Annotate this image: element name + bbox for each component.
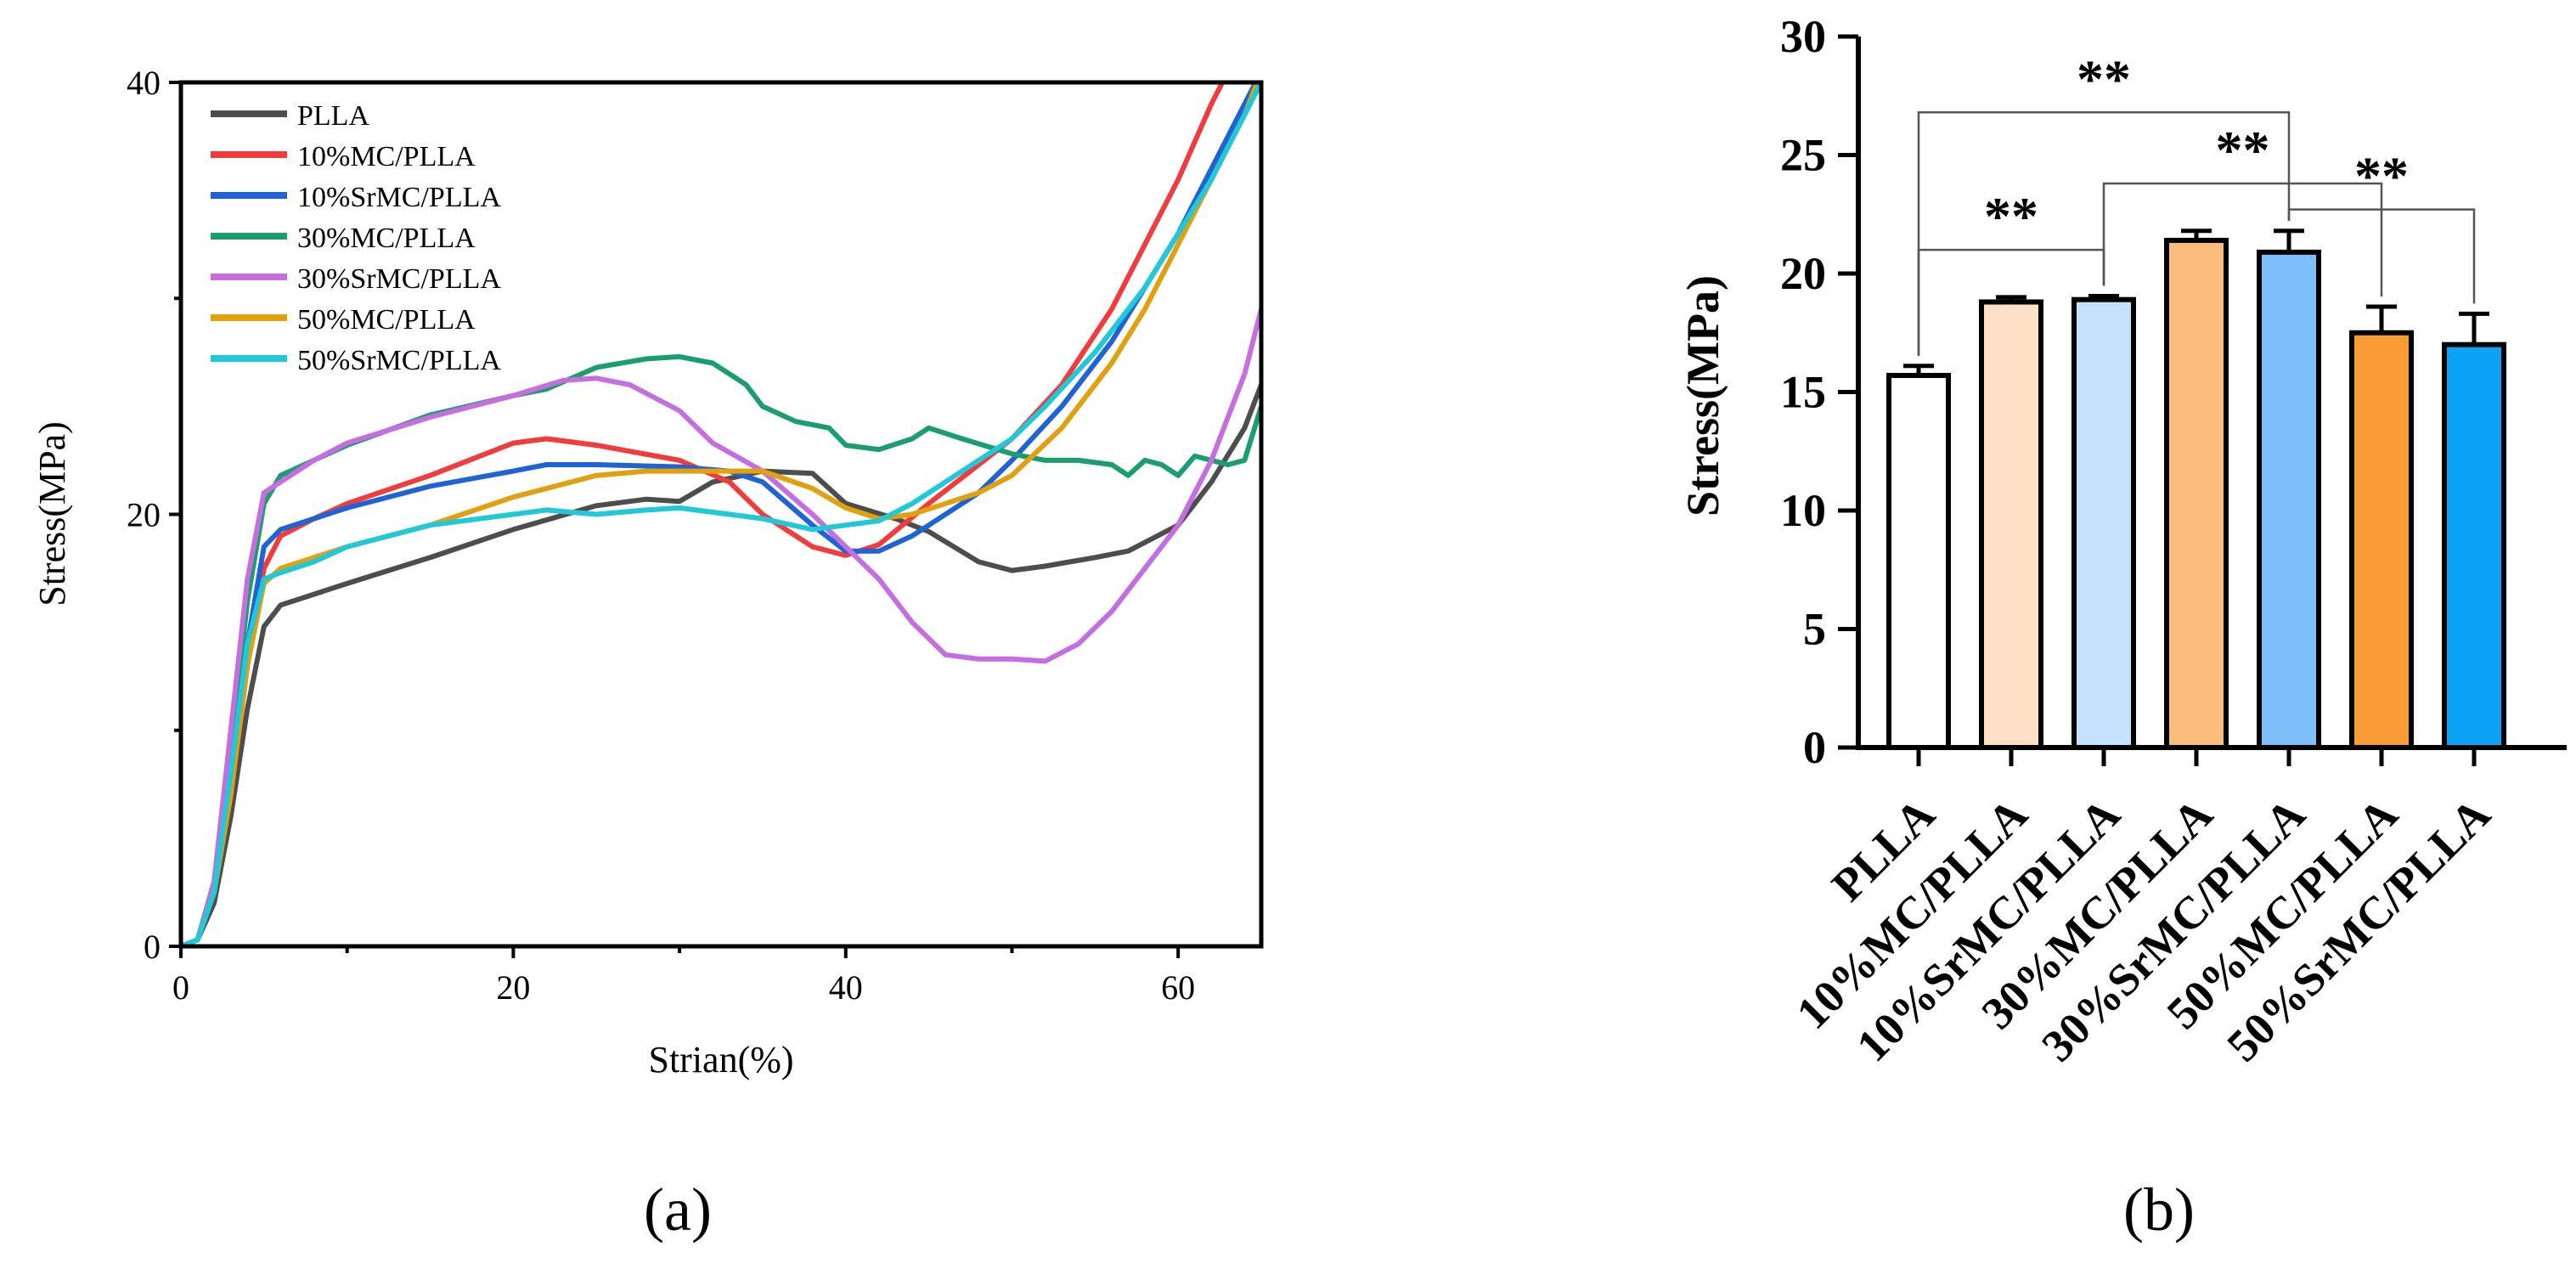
series-line-10pctsrmc-plla	[181, 82, 1259, 946]
significance-label-4: **	[2077, 48, 2131, 109]
x-axis-label: Strian(%)	[648, 1039, 793, 1081]
y-tick-label: 0	[144, 928, 161, 966]
bar-50pctmc-plla	[2349, 330, 2414, 750]
y-tick-label: 40	[127, 64, 161, 102]
significance-label-2: **	[2216, 120, 2270, 180]
significance-bracket-4	[1917, 111, 2291, 356]
x-tick-label: 40	[829, 968, 863, 1007]
y-tick-label: 0	[1803, 722, 1826, 773]
axis-ticks: 0 20 40 60 0 20 40	[127, 64, 1195, 1007]
y-tick-label: 20	[1780, 248, 1826, 299]
panel-label-a: (a)	[644, 1176, 712, 1244]
plot-frame	[178, 80, 1264, 949]
y-axis-label: Stress(MPa)	[1677, 275, 1728, 516]
significance-brackets: ** ** ** **	[1917, 48, 2476, 356]
significance-bracket-2	[2102, 182, 2383, 297]
y-tick-label: 30	[1780, 11, 1826, 62]
x-tick-label: 60	[1161, 968, 1195, 1007]
y-axis-label: Stress(MPa)	[31, 421, 73, 607]
line-series-group	[181, 82, 1261, 946]
series-line-30pctsrmc-plla	[181, 307, 1261, 946]
y-tick-label: 15	[1780, 367, 1826, 418]
bar-10pctmc-plla	[1979, 299, 2043, 751]
error-bars	[1903, 229, 2489, 375]
series-line-plla	[181, 381, 1261, 946]
series-line-50pctsrmc-plla	[181, 82, 1261, 946]
legend-label-10pctmc-plla: 10%MC/PLLA	[297, 141, 476, 172]
x-tick-label: 0	[172, 968, 189, 1007]
bar-10pctsrmc-plla	[2072, 296, 2136, 750]
y-tick-label: 10	[1780, 485, 1826, 536]
legend-label-30pctmc-plla: 30%MC/PLLA	[297, 223, 476, 254]
legend: PLLA 10%MC/PLLA 10%SrMC/PLLA 30%MC/PLLA 30%S…	[211, 100, 501, 376]
x-tick-label: 20	[496, 968, 530, 1007]
legend-label-plla: PLLA	[297, 100, 369, 132]
series-line-30pctmc-plla	[181, 353, 1261, 946]
panel-a-line-chart: 0 20 40 60 0 20 40 PLLA 10%MC/PLLA 10%SrMC/PLLA 3…	[31, 64, 1264, 1244]
bar-30pctmc-plla	[2164, 237, 2229, 750]
panel-b-bar-chart: **** **** PLLA10%MC/PLLA10%SrMC/PLLA30%MC…	[1677, 11, 2567, 1244]
significance-label-1: **	[1984, 186, 2038, 246]
bar-plla	[1886, 372, 1951, 750]
bar-30pctsrmc-plla	[2257, 249, 2321, 750]
legend-label-10pctsrmc-plla: 10%SrMC/PLLA	[297, 182, 501, 213]
y-tick-label: 25	[1780, 130, 1826, 181]
legend-label-30pctsrmc-plla: 30%SrMC/PLLA	[297, 263, 501, 295]
bar-group	[1886, 237, 2506, 751]
panel-label-b: (b)	[2123, 1176, 2195, 1244]
y-tick-label: 5	[1803, 604, 1826, 655]
legend-label-50pctmc-plla: 50%MC/PLLA	[297, 304, 476, 336]
legend-label-50pctsrmc-plla: 50%SrMC/PLLA	[297, 345, 501, 376]
significance-label-3: **	[2354, 146, 2409, 206]
y-tick-label: 20	[127, 496, 161, 534]
bar-50pctsrmc-plla	[2442, 341, 2506, 750]
